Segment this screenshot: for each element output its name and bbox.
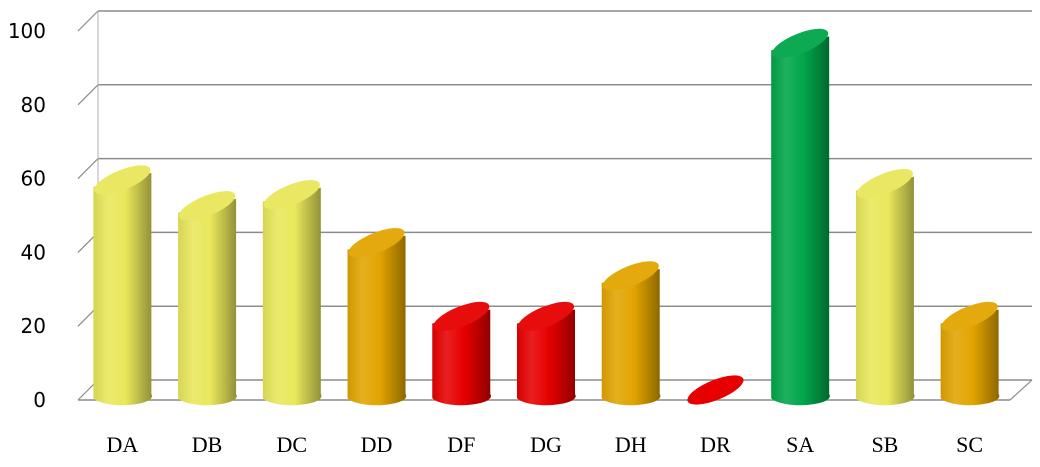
- bar-cap: [94, 165, 151, 195]
- y-axis-ticks: 0 20 40 60 80 100: [8, 19, 46, 412]
- x-axis-ticks: DA DB DC DD DF DG DH DR SA SB SC: [106, 432, 983, 457]
- y-tick-label: 80: [21, 93, 46, 117]
- y-tick-label: 0: [33, 388, 46, 412]
- bar-body: [262, 187, 322, 406]
- bar-body: [517, 309, 576, 406]
- bar-cap: [263, 180, 320, 210]
- x-tick-label: DR: [700, 432, 731, 457]
- y-tick-label: 40: [21, 240, 46, 264]
- bar-cap: [941, 301, 998, 332]
- x-tick-label: DD: [361, 432, 393, 457]
- bar-db: [178, 191, 237, 406]
- bar-body: [940, 309, 1000, 406]
- x-tick-label: SA: [786, 432, 814, 457]
- bar-da: [93, 165, 153, 406]
- bar-dg: [517, 301, 576, 406]
- bar-body: [771, 36, 830, 406]
- bar-dr: [687, 375, 744, 405]
- x-tick-label: DG: [530, 432, 562, 457]
- bar-cap: [687, 375, 744, 405]
- gridline-side: [77, 158, 99, 180]
- bar-body: [178, 198, 237, 406]
- gridline-side: [77, 84, 99, 106]
- bars-layer: [93, 28, 1000, 406]
- y-tick-label: 20: [21, 314, 46, 338]
- bar-cap: [433, 301, 490, 332]
- y-tick-label: 60: [21, 167, 46, 191]
- bar-cap: [602, 261, 659, 291]
- bar-cap: [856, 169, 913, 199]
- bar-dc: [262, 180, 322, 406]
- x-tick-label: DA: [106, 432, 138, 457]
- bar-body: [93, 172, 153, 406]
- bar-dh: [601, 261, 661, 406]
- x-tick-label: SC: [956, 432, 983, 457]
- bar-sb: [855, 169, 915, 406]
- bar-cap: [179, 191, 236, 221]
- bar-sc: [940, 301, 1000, 406]
- x-tick-label: DC: [277, 432, 308, 457]
- bar-cap: [772, 28, 829, 58]
- floor-right-edge: [1009, 379, 1033, 401]
- bar-sa: [771, 28, 830, 406]
- bar-dd: [347, 228, 407, 406]
- x-tick-label: DF: [447, 432, 475, 457]
- y-tick-label: 100: [8, 19, 46, 43]
- bar-body: [601, 268, 661, 406]
- bar-body: [432, 309, 491, 406]
- gridline-side: [77, 10, 99, 32]
- x-tick-label: SB: [871, 432, 898, 457]
- bar-df: [432, 301, 491, 406]
- x-tick-label: DB: [192, 432, 223, 457]
- bar-body: [855, 176, 915, 406]
- x-tick-label: DH: [615, 432, 647, 457]
- bar-cap: [517, 301, 575, 332]
- bar-cap: [348, 228, 405, 258]
- bar-body: [347, 235, 407, 406]
